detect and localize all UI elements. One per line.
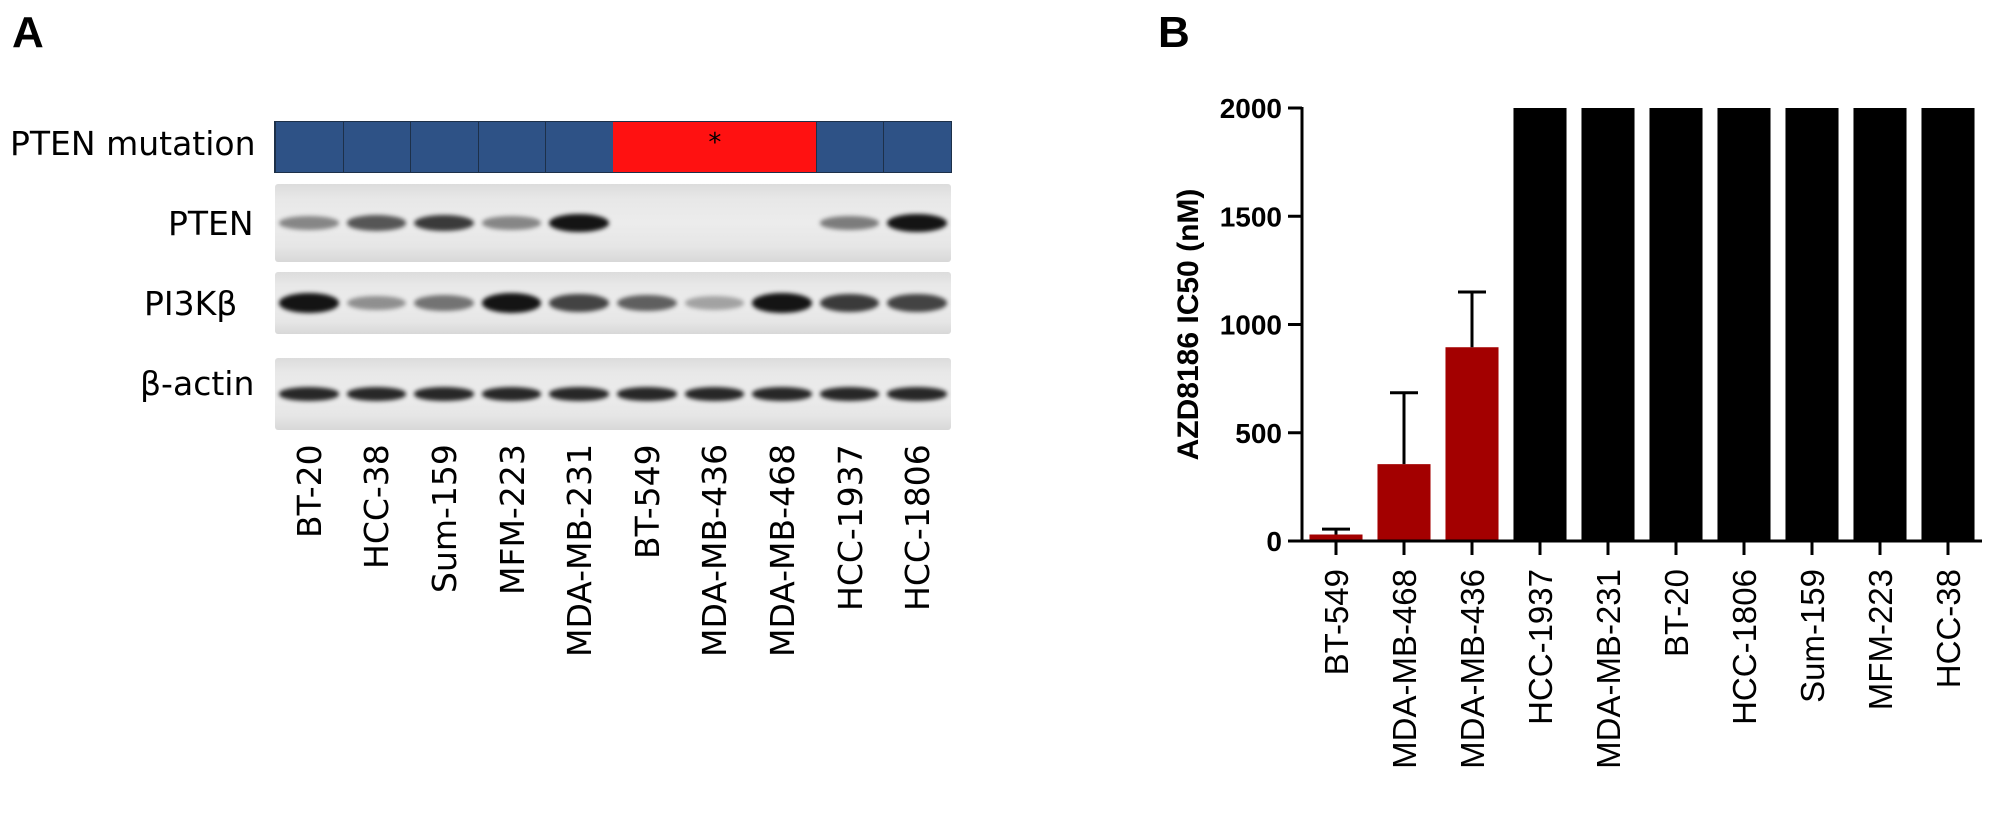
beta-actin-band bbox=[887, 387, 947, 401]
mutation-cell bbox=[883, 122, 951, 172]
pten-band bbox=[887, 214, 947, 232]
pten-mutation-label: PTEN mutation bbox=[10, 124, 256, 163]
bar bbox=[1649, 108, 1703, 541]
pi3k-beta-label: PI3Kβ bbox=[144, 284, 238, 323]
beta-actin-band bbox=[819, 387, 880, 401]
mutation-cell: * bbox=[680, 122, 749, 172]
beta-actin-label: β-actin bbox=[140, 364, 255, 403]
x-tick-label: HCC-1806 bbox=[1726, 569, 1763, 725]
mutation-cell bbox=[545, 122, 613, 172]
bar bbox=[1445, 347, 1499, 541]
pi3k-beta-band bbox=[346, 295, 407, 311]
pi3k-beta-blot bbox=[275, 272, 951, 334]
bar bbox=[1581, 108, 1635, 541]
pi3k-beta-band bbox=[549, 294, 609, 312]
pten-label: PTEN bbox=[168, 204, 254, 243]
pten-band bbox=[414, 214, 474, 232]
x-tick-label: MDA-MB-231 bbox=[1590, 569, 1627, 769]
pten-band bbox=[346, 215, 407, 231]
beta-actin-band bbox=[414, 387, 474, 401]
beta-actin-blot bbox=[275, 358, 951, 430]
pi3k-beta-band bbox=[752, 293, 812, 313]
bar bbox=[1513, 108, 1567, 541]
pten-band bbox=[819, 216, 880, 230]
x-tick-label: Sum-159 bbox=[1794, 569, 1831, 703]
mutation-cell bbox=[815, 122, 884, 172]
y-tick-label: 0 bbox=[1266, 526, 1282, 557]
mutation-cell bbox=[477, 122, 546, 172]
panel-a-letter: A bbox=[12, 8, 44, 57]
mutation-cell bbox=[275, 122, 343, 172]
mutation-cell bbox=[410, 122, 478, 172]
pten-band bbox=[481, 216, 542, 230]
pi3k-beta-band bbox=[819, 294, 880, 312]
beta-actin-band bbox=[549, 387, 609, 401]
pi3k-beta-band bbox=[481, 293, 542, 313]
beta-actin-band bbox=[279, 387, 339, 401]
pten-band bbox=[549, 214, 609, 232]
pten-mutation-strip: * bbox=[274, 121, 952, 173]
bar bbox=[1717, 108, 1771, 541]
pi3k-beta-band bbox=[684, 296, 745, 310]
bar bbox=[1309, 534, 1363, 541]
x-tick-label: MDA-MB-468 bbox=[1386, 569, 1423, 769]
beta-actin-band bbox=[617, 387, 677, 401]
bar bbox=[1853, 108, 1907, 541]
pi3k-beta-band bbox=[414, 295, 474, 311]
x-tick-label: MFM-223 bbox=[1862, 569, 1899, 710]
mutation-cell bbox=[342, 122, 411, 172]
bar bbox=[1377, 464, 1431, 541]
pi3k-beta-band bbox=[279, 293, 339, 313]
x-tick-label: HCC-38 bbox=[1930, 569, 1967, 688]
x-tick-label: BT-549 bbox=[1318, 569, 1355, 675]
y-tick-label: 1500 bbox=[1220, 201, 1282, 232]
x-tick-label: MDA-MB-436 bbox=[1454, 569, 1491, 769]
y-axis-label: AZD8186 IC50 (nM) bbox=[1172, 189, 1205, 461]
mutation-cell bbox=[613, 122, 681, 172]
mutation-cell bbox=[748, 122, 816, 172]
y-tick-label: 500 bbox=[1235, 418, 1282, 449]
pi3k-beta-band bbox=[887, 294, 947, 312]
pi3k-beta-band bbox=[617, 294, 677, 312]
pten-band bbox=[279, 216, 339, 230]
x-tick-label: HCC-1937 bbox=[1522, 569, 1559, 725]
x-tick-label: BT-20 bbox=[1658, 569, 1695, 657]
beta-actin-band bbox=[346, 387, 407, 401]
panel-b-letter: B bbox=[1158, 8, 1190, 57]
mutation-marker: * bbox=[708, 128, 722, 158]
beta-actin-band bbox=[752, 387, 812, 401]
pten-blot bbox=[275, 184, 951, 262]
y-tick-label: 1000 bbox=[1220, 310, 1282, 341]
y-tick-label: 2000 bbox=[1220, 93, 1282, 124]
bar bbox=[1921, 108, 1975, 541]
beta-actin-band bbox=[684, 387, 745, 401]
beta-actin-band bbox=[481, 387, 542, 401]
bar bbox=[1785, 108, 1839, 541]
